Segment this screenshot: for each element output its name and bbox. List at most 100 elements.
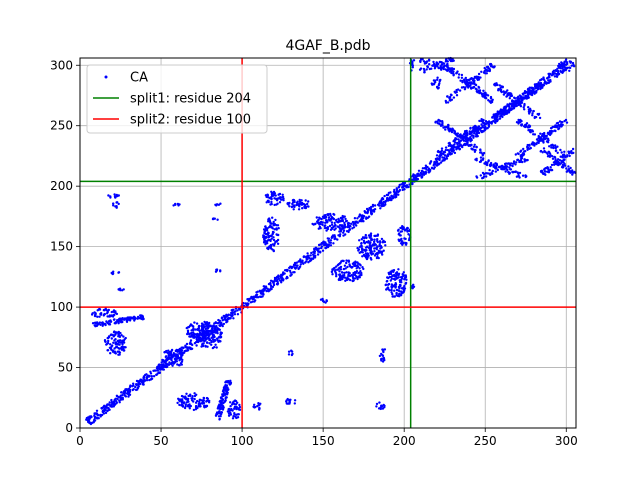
- ca-point: [202, 396, 206, 400]
- ca-point: [447, 142, 450, 145]
- ca-point: [285, 400, 288, 403]
- ca-point: [264, 236, 268, 239]
- ca-point: [113, 193, 116, 196]
- ca-point: [539, 136, 543, 140]
- ca-point: [181, 404, 185, 408]
- ca-point: [112, 401, 116, 405]
- ca-point: [355, 224, 358, 227]
- ca-point: [392, 190, 396, 193]
- ca-point: [395, 294, 398, 297]
- y-tick-label-3: 150: [50, 240, 73, 254]
- ca-point: [391, 292, 394, 296]
- ca-point: [334, 271, 337, 275]
- ca-point: [220, 324, 224, 327]
- ca-point: [568, 69, 571, 73]
- ca-point: [115, 401, 119, 404]
- ca-point: [360, 244, 363, 248]
- ca-point: [419, 67, 423, 70]
- ca-point: [112, 204, 115, 207]
- ca-point: [356, 277, 359, 281]
- ca-point: [452, 150, 455, 153]
- ca-point: [121, 289, 124, 292]
- ca-point: [502, 112, 505, 115]
- ca-point: [443, 154, 447, 157]
- ca-point: [196, 327, 200, 331]
- ca-point: [299, 260, 302, 263]
- ca-point: [549, 153, 552, 157]
- ca-point: [343, 264, 347, 267]
- ca-point: [469, 77, 472, 81]
- ca-point: [262, 293, 265, 296]
- ca-point: [370, 212, 374, 215]
- ca-point: [431, 64, 434, 67]
- ca-point: [457, 73, 461, 76]
- ca-point: [122, 347, 125, 350]
- ca-point: [551, 70, 555, 74]
- ca-point: [214, 343, 217, 346]
- ca-point: [330, 226, 333, 230]
- ca-point: [265, 289, 268, 293]
- ca-point: [424, 164, 428, 167]
- ca-point: [489, 100, 492, 103]
- ca-point: [216, 329, 219, 332]
- ca-point: [396, 229, 400, 232]
- ca-point: [343, 271, 346, 275]
- ca-point: [231, 311, 234, 314]
- ca-point: [497, 87, 500, 91]
- ca-point: [473, 127, 476, 130]
- ca-point: [389, 279, 392, 282]
- ca-point: [531, 143, 534, 146]
- ca-point: [318, 250, 322, 253]
- ca-point: [133, 319, 136, 322]
- ca-point: [231, 417, 235, 420]
- ca-point: [563, 158, 566, 161]
- ca-point: [405, 185, 408, 189]
- ca-point: [446, 153, 450, 156]
- ca-point: [296, 264, 299, 267]
- ca-point: [299, 263, 302, 266]
- ca-point: [345, 259, 348, 262]
- ca-point: [557, 127, 560, 131]
- ca-point: [453, 151, 457, 155]
- ca-point: [331, 273, 334, 276]
- ca-point: [550, 163, 554, 167]
- ca-point: [561, 166, 564, 169]
- ca-point: [318, 216, 321, 219]
- ca-point: [508, 166, 511, 169]
- ca-point: [316, 253, 320, 256]
- ca-point: [480, 159, 483, 162]
- ca-point: [123, 390, 127, 393]
- ca-point: [532, 133, 535, 136]
- ca-point: [274, 218, 277, 222]
- ca-point: [508, 163, 512, 166]
- ca-point: [416, 174, 419, 178]
- ca-point: [271, 232, 275, 235]
- ca-point: [448, 151, 452, 155]
- ca-point: [141, 383, 144, 386]
- ca-point: [552, 73, 555, 76]
- ca-point: [167, 356, 170, 360]
- ca-point: [326, 226, 330, 229]
- ca-point: [314, 246, 318, 249]
- ca-point: [140, 381, 144, 384]
- ca-point: [473, 132, 476, 135]
- ca-point: [361, 266, 364, 269]
- ca-point: [527, 129, 530, 132]
- ca-point: [117, 202, 120, 206]
- ca-point: [270, 234, 273, 238]
- ca-point: [450, 152, 453, 155]
- ca-point: [412, 173, 415, 176]
- ca-point: [390, 291, 393, 294]
- ca-point: [380, 404, 383, 407]
- ca-point: [208, 399, 211, 403]
- ca-point: [186, 329, 190, 332]
- ca-point: [300, 199, 303, 202]
- ca-point: [528, 125, 532, 128]
- ca-point: [402, 288, 405, 291]
- ca-point: [267, 196, 270, 199]
- ca-point: [373, 208, 377, 211]
- ca-point: [113, 347, 116, 350]
- ca-point: [267, 235, 270, 238]
- ca-point: [194, 401, 198, 404]
- ca-point: [554, 158, 557, 161]
